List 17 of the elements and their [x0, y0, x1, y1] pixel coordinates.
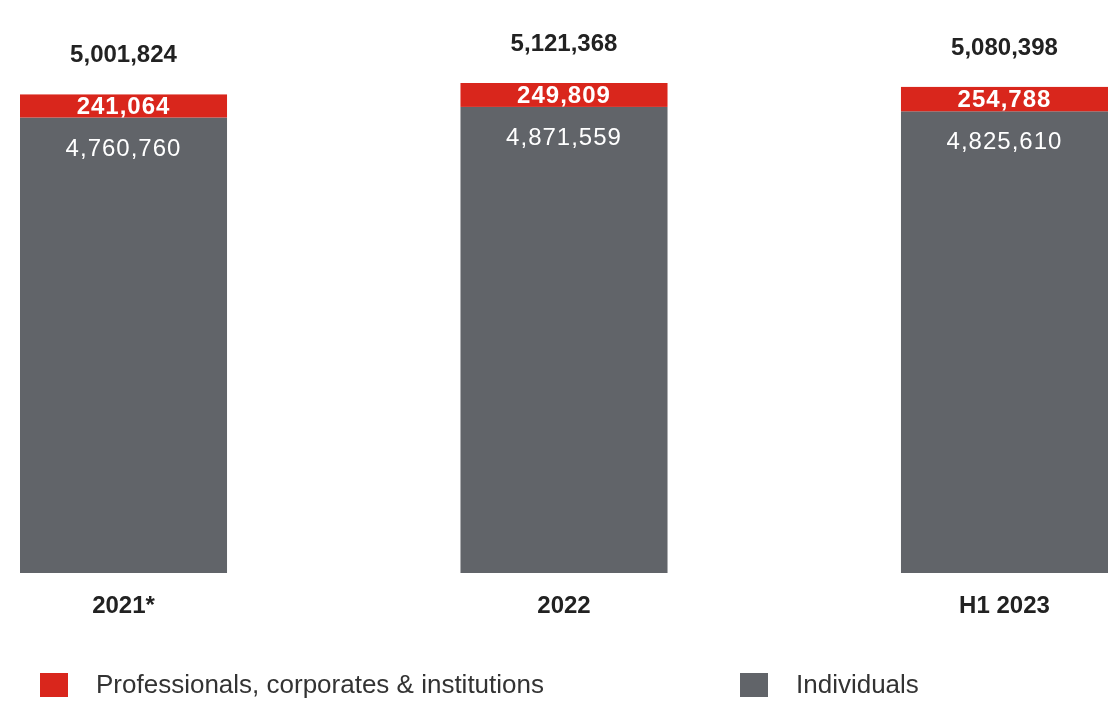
x-tick-label: H1 2023: [959, 591, 1050, 618]
legend-label: Professionals, corporates & institutions: [96, 669, 544, 699]
data-label: 254,788: [957, 85, 1052, 113]
total-label: 5,001,824: [70, 40, 178, 68]
data-label: 241,064: [76, 91, 171, 119]
bar: [900, 111, 1108, 573]
total-label: 5,121,368: [510, 29, 618, 56]
bar: [460, 106, 668, 573]
x-tick-label: 2021*: [92, 591, 156, 618]
data-label: 4,760,760: [65, 133, 182, 161]
data-label: 4,871,559: [506, 122, 622, 150]
x-tick-label: 2022: [537, 591, 591, 618]
total-label: 5,080,398: [951, 32, 1058, 60]
data-label: 249,809: [517, 80, 611, 108]
bar: [20, 117, 228, 573]
legend-label: Individuals: [796, 669, 919, 699]
data-label: 4,825,610: [946, 127, 1063, 155]
